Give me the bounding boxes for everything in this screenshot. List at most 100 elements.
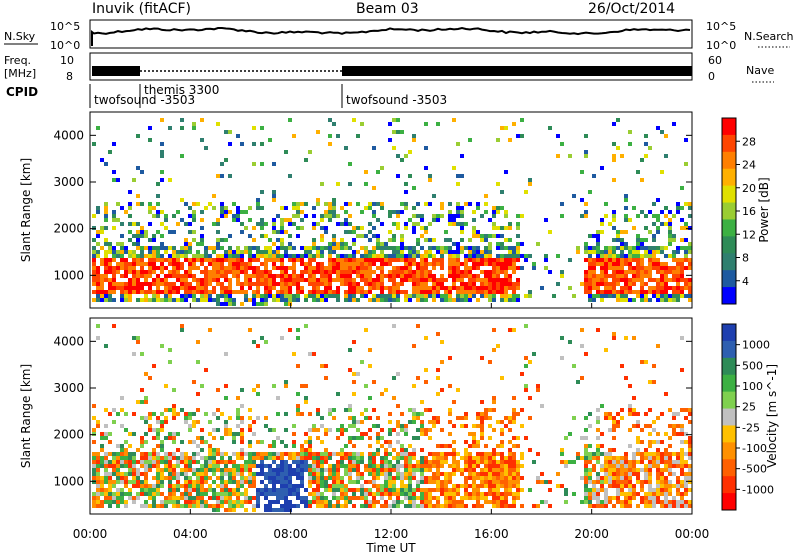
- range-gate-cell: [212, 508, 216, 512]
- range-gate-cell: [440, 278, 444, 282]
- range-gate-cell: [316, 286, 320, 290]
- range-gate-cell: [156, 476, 160, 480]
- range-gate-cell: [680, 456, 684, 460]
- range-gate-cell: [112, 484, 116, 488]
- range-gate-cell: [516, 496, 520, 500]
- range-gate-cell: [464, 290, 468, 294]
- range-gate-cell: [172, 432, 176, 436]
- range-gate-cell: [244, 210, 248, 214]
- range-gate-cell: [660, 476, 664, 480]
- range-gate-cell: [688, 282, 692, 286]
- range-gate-cell: [360, 274, 364, 278]
- range-gate-cell: [660, 210, 664, 214]
- range-gate-cell: [580, 376, 584, 380]
- range-gate-cell: [372, 258, 376, 262]
- range-gate-cell: [196, 492, 200, 496]
- range-gate-cell: [420, 298, 424, 302]
- range-gate-cell: [92, 492, 96, 496]
- range-gate-cell: [420, 464, 424, 468]
- range-gate-cell: [392, 298, 396, 302]
- range-gate-cell: [96, 464, 100, 468]
- range-gate-cell: [268, 278, 272, 282]
- range-gate-cell: [596, 250, 600, 254]
- range-gate-cell: [376, 282, 380, 286]
- range-gate-cell: [560, 460, 564, 464]
- range-gate-cell: [248, 416, 252, 420]
- range-gate-cell: [192, 480, 196, 484]
- range-gate-cell: [640, 290, 644, 294]
- range-gate-cell: [368, 504, 372, 508]
- range-gate-cell: [256, 270, 260, 274]
- range-gate-cell: [292, 262, 296, 266]
- range-gate-cell: [212, 452, 216, 456]
- range-gate-cell: [244, 270, 248, 274]
- range-gate-cell: [212, 496, 216, 500]
- range-gate-cell: [156, 420, 160, 424]
- range-gate-cell: [344, 496, 348, 500]
- range-gate-cell: [472, 464, 476, 468]
- range-gate-cell: [416, 266, 420, 270]
- range-gate-cell: [92, 504, 96, 508]
- range-gate-cell: [456, 468, 460, 472]
- range-gate-cell: [408, 218, 412, 222]
- range-gate-cell: [608, 484, 612, 488]
- range-gate-cell: [632, 270, 636, 274]
- range-gate-cell: [392, 250, 396, 254]
- range-gate-cell: [628, 384, 632, 388]
- range-gate-cell: [420, 278, 424, 282]
- range-gate-cell: [140, 400, 144, 404]
- range-gate-cell: [360, 258, 364, 262]
- range-gate-cell: [336, 472, 340, 476]
- range-gate-cell: [420, 456, 424, 460]
- range-gate-cell: [496, 496, 500, 500]
- range-gate-cell: [384, 440, 388, 444]
- range-gate-cell: [352, 298, 356, 302]
- range-gate-cell: [344, 500, 348, 504]
- range-gate-cell: [232, 488, 236, 492]
- range-gate-cell: [204, 258, 208, 262]
- range-gate-cell: [288, 500, 292, 504]
- range-gate-cell: [520, 456, 524, 460]
- range-gate-cell: [372, 202, 376, 206]
- range-gate-cell: [660, 440, 664, 444]
- range-gate-cell: [156, 290, 160, 294]
- range-gate-cell: [232, 492, 236, 496]
- range-gate-cell: [112, 480, 116, 484]
- range-gate-cell: [652, 262, 656, 266]
- range-gate-cell: [276, 282, 280, 286]
- range-gate-cell: [116, 504, 120, 508]
- range-gate-cell: [320, 238, 324, 242]
- range-gate-cell: [612, 142, 616, 146]
- range-gate-cell: [396, 476, 400, 480]
- range-gate-cell: [396, 464, 400, 468]
- range-gate-cell: [104, 460, 108, 464]
- range-gate-cell: [688, 290, 692, 294]
- range-gate-cell: [464, 222, 468, 226]
- range-gate-cell: [124, 250, 128, 254]
- range-gate-cell: [436, 262, 440, 266]
- range-gate-cell: [404, 432, 408, 436]
- range-gate-cell: [264, 234, 268, 238]
- range-gate-cell: [328, 246, 332, 250]
- range-gate-cell: [96, 254, 100, 258]
- range-gate-cell: [316, 222, 320, 226]
- range-gate-cell: [460, 504, 464, 508]
- range-gate-cell: [324, 226, 328, 230]
- range-gate-cell: [124, 246, 128, 250]
- range-gate-cell: [424, 380, 428, 384]
- range-gate-cell: [340, 488, 344, 492]
- range-gate-cell: [492, 484, 496, 488]
- range-gate-cell: [96, 278, 100, 282]
- range-gate-cell: [292, 202, 296, 206]
- range-gate-cell: [504, 254, 508, 258]
- range-gate-cell: [308, 452, 312, 456]
- range-gate-cell: [124, 258, 128, 262]
- range-gate-cell: [132, 456, 136, 460]
- range-gate-cell: [648, 452, 652, 456]
- range-gate-cell: [444, 246, 448, 250]
- range-gate-cell: [556, 254, 560, 258]
- range-gate-cell: [308, 270, 312, 274]
- range-gate-cell: [476, 452, 480, 456]
- range-gate-cell: [436, 504, 440, 508]
- range-gate-cell: [588, 266, 592, 270]
